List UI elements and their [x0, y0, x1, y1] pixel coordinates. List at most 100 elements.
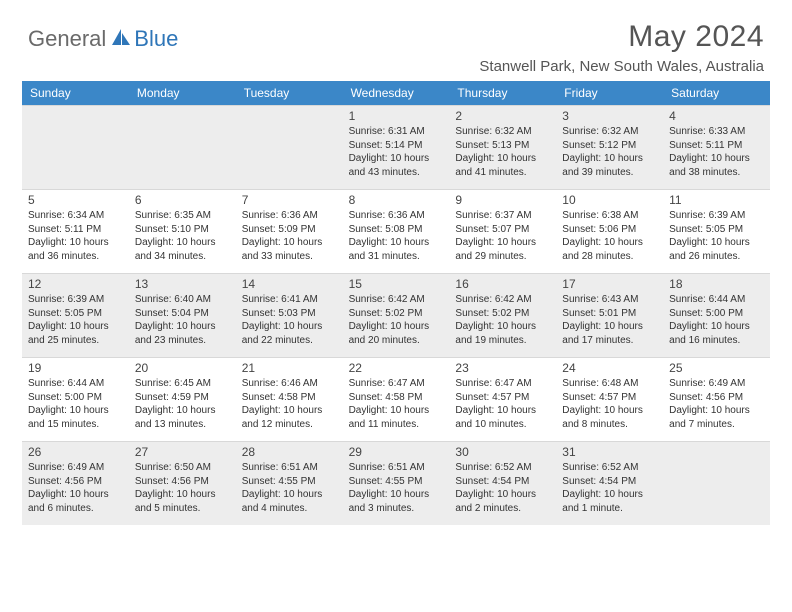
day-number: 4 [669, 109, 764, 123]
day-number: 25 [669, 361, 764, 375]
sunset-text: Sunset: 5:05 PM [28, 307, 123, 321]
sunrise-text: Sunrise: 6:51 AM [349, 461, 444, 475]
daylight-text: Daylight: 10 hours and 33 minutes. [242, 236, 337, 263]
calendar-cell: 25Sunrise: 6:49 AMSunset: 4:56 PMDayligh… [663, 357, 770, 441]
logo-sail-icon [110, 27, 132, 52]
calendar-cell [22, 105, 129, 189]
sunrise-text: Sunrise: 6:44 AM [669, 293, 764, 307]
day-number: 24 [562, 361, 657, 375]
sunset-text: Sunset: 5:02 PM [455, 307, 550, 321]
sunrise-text: Sunrise: 6:41 AM [242, 293, 337, 307]
day-info: Sunrise: 6:35 AMSunset: 5:10 PMDaylight:… [135, 209, 230, 263]
calendar-cell: 16 Sunrise: 6:42 AMSunset: 5:02 PMDayligh… [449, 273, 556, 357]
day-header-cell: Friday [556, 81, 663, 105]
day-number: 2 [455, 109, 550, 123]
sunrise-text: Sunrise: 6:42 AM [349, 293, 444, 307]
day-number: 16 [455, 277, 550, 291]
sunrise-text: Sunrise: 6:42 AM [455, 293, 550, 307]
calendar-cell: 3 Sunrise: 6:32 AMSunset: 5:12 PMDaylight… [556, 105, 663, 189]
calendar-cell [663, 441, 770, 525]
day-number: 5 [28, 193, 123, 207]
header: General Blue May 2024 Stanwell Park, New… [0, 0, 792, 81]
day-info: Sunrise: 6:37 AMSunset: 5:07 PMDaylight:… [455, 209, 550, 263]
calendar-cell: 6Sunrise: 6:35 AMSunset: 5:10 PMDaylight… [129, 189, 236, 273]
calendar-cell: 19Sunrise: 6:44 AMSunset: 5:00 PMDayligh… [22, 357, 129, 441]
sunset-text: Sunset: 5:00 PM [28, 391, 123, 405]
sunset-text: Sunset: 4:55 PM [349, 475, 444, 489]
day-info: Sunrise: 6:44 AMSunset: 5:00 PMDaylight:… [669, 293, 764, 347]
day-number: 29 [349, 445, 444, 459]
week-row: 1Sunrise: 6:31 AMSunset: 5:14 PMDaylight… [22, 105, 770, 189]
week-row: 19Sunrise: 6:44 AMSunset: 5:00 PMDayligh… [22, 357, 770, 441]
day-info: Sunrise: 6:47 AMSunset: 4:57 PMDaylight:… [455, 377, 550, 431]
day-info: Sunrise: 6:43 AMSunset: 5:01 PMDaylight:… [562, 293, 657, 347]
month-title: May 2024 [479, 20, 764, 54]
day-number: 15 [349, 277, 444, 291]
sunset-text: Sunset: 4:56 PM [669, 391, 764, 405]
day-number: 20 [135, 361, 230, 375]
sunset-text: Sunset: 5:09 PM [242, 223, 337, 237]
day-header-cell: Sunday [22, 81, 129, 105]
sunset-text: Sunset: 5:14 PM [349, 139, 444, 153]
calendar-cell: 4Sunrise: 6:33 AMSunset: 5:11 PMDaylight… [663, 105, 770, 189]
sunrise-text: Sunrise: 6:38 AM [562, 209, 657, 223]
calendar-cell: 31Sunrise: 6:52 AMSunset: 4:54 PMDayligh… [556, 441, 663, 525]
daylight-text: Daylight: 10 hours and 29 minutes. [455, 236, 550, 263]
daylight-text: Daylight: 10 hours and 11 minutes. [349, 404, 444, 431]
sunrise-text: Sunrise: 6:52 AM [455, 461, 550, 475]
day-header-cell: Thursday [449, 81, 556, 105]
day-number: 30 [455, 445, 550, 459]
daylight-text: Daylight: 10 hours and 5 minutes. [135, 488, 230, 515]
sunset-text: Sunset: 4:54 PM [455, 475, 550, 489]
day-number: 23 [455, 361, 550, 375]
calendar: SundayMondayTuesdayWednesdayThursdayFrid… [0, 81, 792, 525]
daylight-text: Daylight: 10 hours and 25 minutes. [28, 320, 123, 347]
daylight-text: Daylight: 10 hours and 20 minutes. [349, 320, 444, 347]
day-info: Sunrise: 6:42 AMSunset: 5:02 PMDaylight:… [455, 293, 550, 347]
daylight-text: Daylight: 10 hours and 31 minutes. [349, 236, 444, 263]
daylight-text: Daylight: 10 hours and 17 minutes. [562, 320, 657, 347]
sunrise-text: Sunrise: 6:33 AM [669, 125, 764, 139]
calendar-cell [236, 105, 343, 189]
calendar-cell: 1Sunrise: 6:31 AMSunset: 5:14 PMDaylight… [343, 105, 450, 189]
sunrise-text: Sunrise: 6:31 AM [349, 125, 444, 139]
sunset-text: Sunset: 4:58 PM [349, 391, 444, 405]
day-number: 26 [28, 445, 123, 459]
sunset-text: Sunset: 4:57 PM [562, 391, 657, 405]
sunrise-text: Sunrise: 6:35 AM [135, 209, 230, 223]
daylight-text: Daylight: 10 hours and 12 minutes. [242, 404, 337, 431]
daylight-text: Daylight: 10 hours and 16 minutes. [669, 320, 764, 347]
calendar-cell: 11Sunrise: 6:39 AMSunset: 5:05 PMDayligh… [663, 189, 770, 273]
sunset-text: Sunset: 5:03 PM [242, 307, 337, 321]
day-info: Sunrise: 6:31 AMSunset: 5:14 PMDaylight:… [349, 125, 444, 179]
sunrise-text: Sunrise: 6:46 AM [242, 377, 337, 391]
day-info: Sunrise: 6:34 AMSunset: 5:11 PMDaylight:… [28, 209, 123, 263]
daylight-text: Daylight: 10 hours and 22 minutes. [242, 320, 337, 347]
day-info: Sunrise: 6:32 AMSunset: 5:12 PMDaylight:… [562, 125, 657, 179]
day-info: Sunrise: 6:52 AMSunset: 4:54 PMDaylight:… [562, 461, 657, 515]
sunrise-text: Sunrise: 6:45 AM [135, 377, 230, 391]
day-number: 27 [135, 445, 230, 459]
sunset-text: Sunset: 5:10 PM [135, 223, 230, 237]
day-number: 7 [242, 193, 337, 207]
sunset-text: Sunset: 4:56 PM [135, 475, 230, 489]
sunrise-text: Sunrise: 6:44 AM [28, 377, 123, 391]
day-number: 28 [242, 445, 337, 459]
sunset-text: Sunset: 5:11 PM [28, 223, 123, 237]
daylight-text: Daylight: 10 hours and 7 minutes. [669, 404, 764, 431]
calendar-cell: 14Sunrise: 6:41 AMSunset: 5:03 PMDayligh… [236, 273, 343, 357]
daylight-text: Daylight: 10 hours and 34 minutes. [135, 236, 230, 263]
day-number: 21 [242, 361, 337, 375]
calendar-cell: 23 Sunrise: 6:47 AMSunset: 4:57 PMDayligh… [449, 357, 556, 441]
day-info: Sunrise: 6:38 AMSunset: 5:06 PMDaylight:… [562, 209, 657, 263]
daylight-text: Daylight: 10 hours and 13 minutes. [135, 404, 230, 431]
sunrise-text: Sunrise: 6:34 AM [28, 209, 123, 223]
calendar-cell: 2Sunrise: 6:32 AMSunset: 5:13 PMDaylight… [449, 105, 556, 189]
day-info: Sunrise: 6:52 AMSunset: 4:54 PMDaylight:… [455, 461, 550, 515]
daylight-text: Daylight: 10 hours and 4 minutes. [242, 488, 337, 515]
day-header-row: SundayMondayTuesdayWednesdayThursdayFrid… [22, 81, 770, 105]
day-number: 3 [562, 109, 657, 123]
calendar-cell [129, 105, 236, 189]
daylight-text: Daylight: 10 hours and 1 minute. [562, 488, 657, 515]
calendar-cell: 22Sunrise: 6:47 AMSunset: 4:58 PMDayligh… [343, 357, 450, 441]
